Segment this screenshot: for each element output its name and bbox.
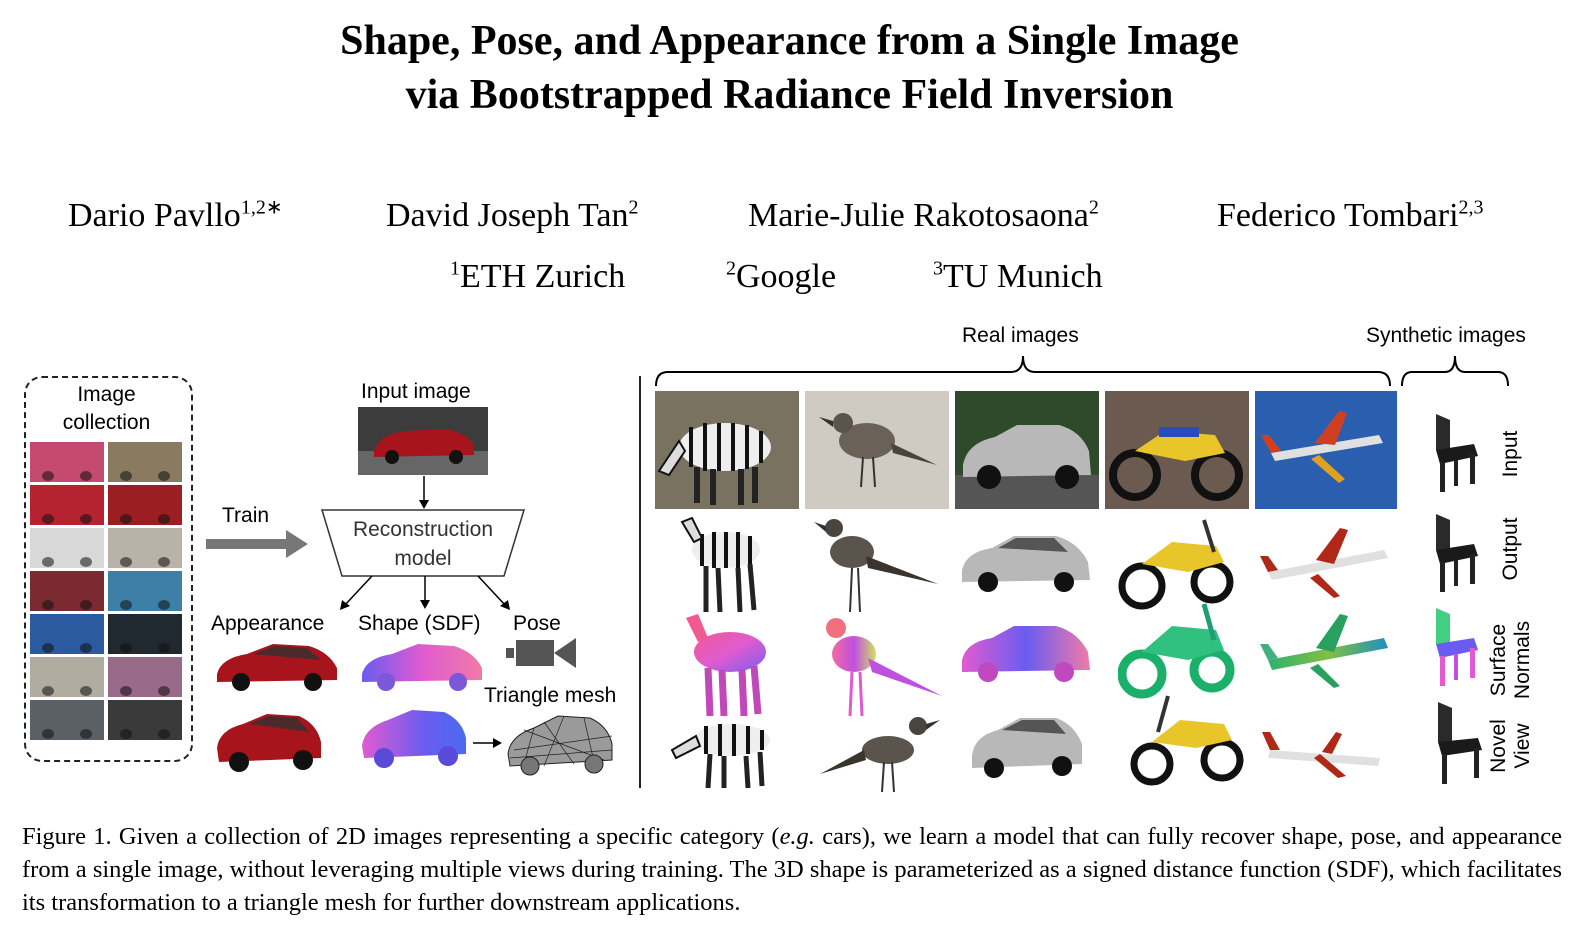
novel-airplane [1262,732,1380,778]
row-label-novel-line-1: Novel [1487,719,1510,773]
row-label-normals-line-1: Surface [1487,623,1510,697]
right-arrow-icon [473,738,502,748]
model-label-line-2: model [394,547,452,570]
reconstruction-model-label: Reconstruction model [320,515,526,573]
affiliation-3: 3TU Munich [933,258,1103,296]
affil-name: Google [736,258,837,295]
normals-chair [1436,608,1478,686]
appearance-car-2 [217,714,321,772]
reconstruction-model-box [320,509,526,577]
author-sup: 2 [1088,196,1099,219]
normals-car [962,626,1090,682]
affil-name: ETH Zurich [460,258,626,295]
real-images-brace [655,355,1391,387]
shape-normal-car-2 [362,710,466,768]
novel-bird [820,717,940,793]
affiliation-2: 2Google [726,258,836,296]
output-bird [814,519,938,613]
author-sup: 2,3 [1458,196,1484,219]
novel-chair [1438,702,1482,784]
novel-car [972,718,1082,778]
input-photo-zebra [655,391,799,509]
author-3: Marie-Julie Rakotosaona2 [748,197,1099,235]
output-airplane [1260,528,1388,598]
affil-sup: 1 [450,257,460,280]
author-4: Federico Tombari2,3 [1217,197,1484,235]
image-collection-box [24,376,193,762]
row-label-input: Input [1499,430,1522,478]
row-label-normals-line-2: Normals [1511,620,1534,700]
author-name: Federico Tombari [1217,197,1459,234]
output-zebra [680,516,760,613]
shape-normal-car-1 [362,644,482,691]
row-label-surface-normals: Surface Normals [1487,610,1535,710]
author-name: David Joseph Tan [386,197,629,234]
image-collection-label: Image collection [24,381,189,437]
image-collection-label-line-2: collection [62,411,151,434]
affil-sup: 3 [933,257,943,280]
car-thumbnails [30,442,182,740]
input-photo-motorcycle [1105,391,1249,509]
caption-italic: e.g. [779,823,815,850]
affil-sup: 2 [726,257,736,280]
pose-label: Pose [513,612,561,635]
row-label-novel-view: Novel View [1487,701,1535,791]
appearance-car-1 [217,644,337,691]
row-label-novel-line-2: View [1511,723,1534,769]
row-label-output: Output [1499,517,1522,581]
novel-motorcycle [1130,695,1244,786]
input-photo-bird [805,391,949,509]
novel-zebra [670,724,770,789]
author-2: David Joseph Tan2 [386,197,639,235]
caption-rest: cars), we learn a model that can fully r… [22,823,1562,916]
vertical-divider [639,376,641,788]
input-photo-car [955,391,1099,509]
triangle-mesh-label: Triangle mesh [484,684,617,707]
image-collection-grid [30,442,182,740]
normals-motorcycle [1118,603,1235,699]
figure-caption: Figure 1. Given a collection of 2D image… [22,820,1562,919]
normals-zebra [686,614,766,717]
author-sup: 2 [628,196,639,219]
input-image-label: Input image [361,380,471,403]
affiliation-1: 1ETH Zurich [450,258,625,296]
normals-airplane [1260,614,1388,688]
image-collection-label-line-1: Image [77,383,136,406]
camera-icon [506,638,576,668]
output-motorcycle [1118,519,1234,610]
normals-bird [826,618,942,717]
triangle-mesh-car [507,715,613,776]
down-arrow-icon [419,476,429,509]
paper-title: Shape, Pose, and Appearance from a Singl… [0,14,1579,122]
appearance-label: Appearance [211,612,325,635]
real-images-label: Real images [962,324,1079,347]
title-line-1: Shape, Pose, and Appearance from a Singl… [340,18,1239,64]
author-sup: 1,2∗ [240,196,283,219]
title-line-2: via Bootstrapped Radiance Field Inversio… [405,72,1174,118]
input-chair [1436,414,1478,492]
synthetic-images-brace [1401,355,1509,387]
train-arrow-icon [206,530,308,558]
shape-sdf-label: Shape (SDF) [358,612,481,635]
author-1: Dario Pavllo1,2∗ [68,197,283,235]
output-chair [1436,514,1478,592]
author-name: Marie-Julie Rakotosaona [748,197,1089,234]
author-name: Dario Pavllo [68,197,241,234]
output-arrows [340,576,510,610]
train-label: Train [222,504,270,527]
caption-prefix: Figure 1. Given a collection of 2D image… [22,823,780,850]
affil-name: TU Munich [943,258,1103,295]
model-label-line-1: Reconstruction [352,518,494,541]
synthetic-images-label: Synthetic images [1366,324,1526,347]
input-photo-airplane [1255,391,1397,509]
input-image [358,407,488,475]
output-car [962,536,1090,592]
